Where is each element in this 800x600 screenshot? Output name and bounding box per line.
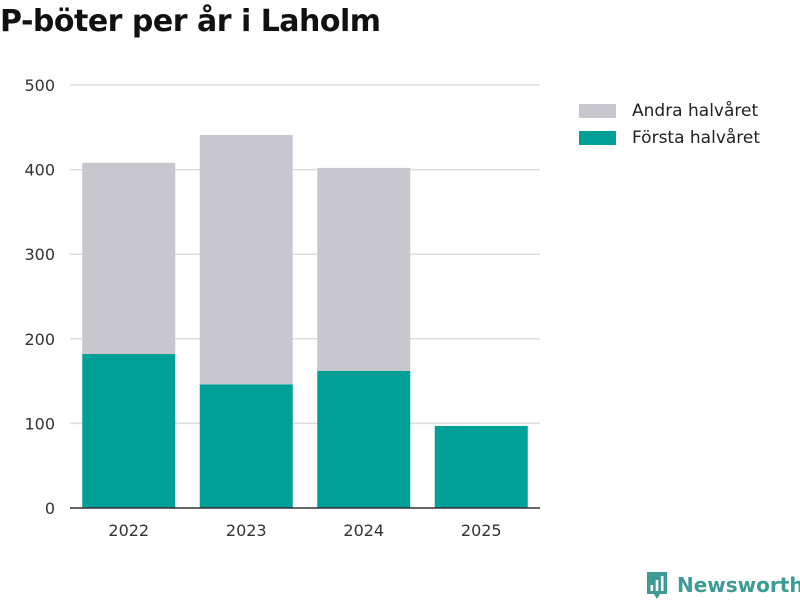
x-tick-label-2025: 2025 [461, 521, 502, 540]
y-tick-label-200: 200 [24, 330, 55, 349]
y-tick-label-400: 400 [24, 161, 55, 180]
bars [82, 134, 528, 508]
legend-item-forsta-halvaret[interactable]: Första halvåret [579, 124, 760, 151]
legend-swatch-andra-halvaret [579, 103, 616, 118]
legend-label-forsta-halvaret: Första halvåret [632, 127, 761, 148]
legend-swatch-forsta-halvaret [579, 130, 616, 145]
y-tick-label-500: 500 [24, 76, 55, 95]
x-tick-label-2024: 2024 [343, 521, 384, 540]
y-tick-label-0: 0 [45, 499, 55, 518]
bar-2025-series-0 [434, 425, 528, 508]
bar-2022-series-1 [82, 162, 176, 355]
axes: 0 100 200 300 400 500 2022 2023 2024 2025 [24, 76, 540, 540]
legend-label-andra-halvaret: Andra halvåret [632, 100, 759, 121]
brand-name: Newsworthy [677, 573, 800, 597]
bar-2023-series-1 [199, 134, 293, 385]
newsworthy-logo[interactable]: Newsworthy [645, 570, 800, 600]
bar-2024-series-0 [317, 370, 411, 508]
x-tick-label-2022: 2022 [108, 521, 149, 540]
x-tick-label-2023: 2023 [226, 521, 267, 540]
y-tick-label-100: 100 [24, 414, 55, 433]
bar-2024-series-1 [317, 167, 411, 371]
y-tick-label-300: 300 [24, 245, 55, 264]
bar-2022-series-0 [82, 354, 176, 508]
legend-item-andra-halvaret[interactable]: Andra halvåret [579, 97, 760, 124]
chart-title: P-böter per år i Laholm [0, 4, 381, 39]
legend: Andra halvåret Första halvåret [579, 97, 760, 151]
bar-chart-pin-icon [647, 572, 667, 599]
bar-2023-series-0 [199, 384, 293, 508]
